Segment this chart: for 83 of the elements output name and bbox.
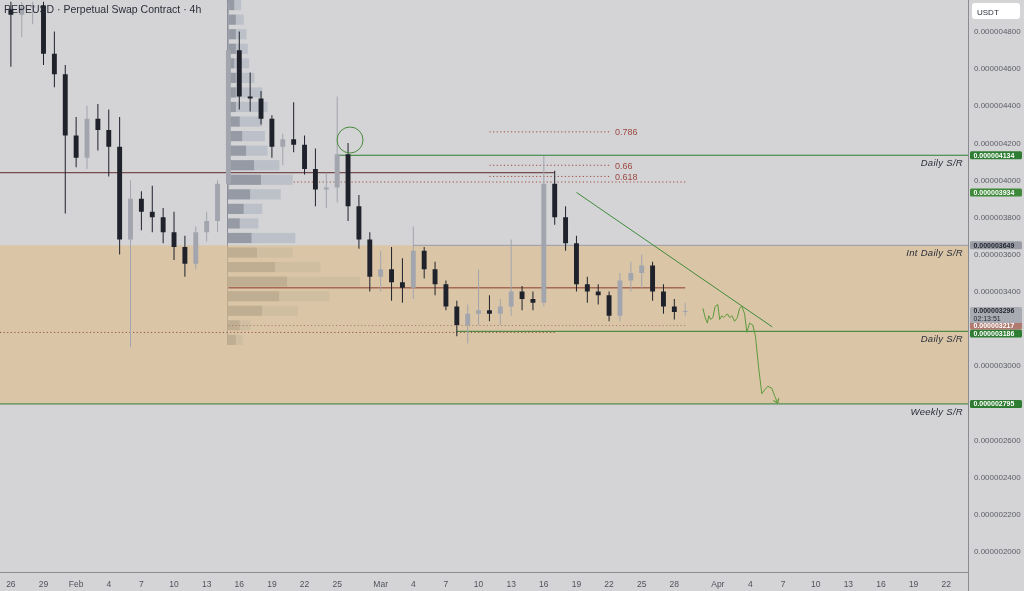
candlestick (389, 247, 394, 301)
series-label: 0.618 (615, 171, 638, 182)
x-tick-label: 16 (876, 579, 886, 589)
x-tick-label: 10 (473, 579, 484, 589)
candlestick (530, 291, 536, 311)
x-tick-label: 13 (201, 579, 212, 589)
bar (235, 14, 244, 25)
series-label: 0.786 (615, 127, 638, 138)
x-tick-label: 25 (636, 579, 647, 589)
candlestick (247, 72, 253, 112)
y-tick-label: 0.000003000 (974, 361, 1022, 371)
series-label: Weekly S/R (910, 405, 963, 417)
x-tick-label: Mar (373, 579, 389, 589)
x-tick-label: 13 (506, 579, 517, 589)
y-tick-label: 0.000004800 (974, 27, 1022, 37)
x-tick-label: 26 (6, 579, 16, 589)
bar (254, 160, 280, 171)
bar (257, 247, 293, 258)
candlestick (497, 299, 503, 325)
bar (251, 232, 296, 244)
bar (242, 131, 265, 142)
candlestick (291, 102, 297, 153)
bar (262, 305, 298, 316)
bar (279, 291, 330, 302)
x-tick-label: Feb (68, 579, 84, 589)
x-tick-label: 10 (811, 579, 821, 589)
y-tick-label: 0.000004000 (974, 175, 1022, 185)
x-tick-label: 4 (410, 579, 416, 589)
x-tick-label: 25 (332, 579, 343, 589)
x-tick-label: 16 (539, 579, 549, 589)
x-tick-label: 16 (234, 579, 245, 589)
bar (234, 0, 242, 11)
bar (243, 203, 263, 214)
y-axis-title: USDT (977, 7, 999, 16)
y-tick-label: 0.000004200 (974, 138, 1022, 148)
x-tick-label: 19 (571, 579, 582, 589)
y-tick-label: 0.000003400 (974, 287, 1022, 297)
y-tick-label: 0.000004600 (974, 64, 1022, 74)
candlestick (671, 299, 677, 320)
candlestick (128, 180, 133, 348)
bar (250, 189, 281, 200)
candlestick (682, 302, 688, 316)
x-tick-label: Apr (711, 579, 725, 589)
x-tick-label: 10 (169, 579, 180, 589)
y-tick-label: 0.000003800 (974, 212, 1022, 222)
series-label: 0.66 (615, 160, 633, 171)
series-label: Daily S/R (920, 333, 963, 345)
x-tick-label: 4 (106, 579, 112, 589)
x-tick-label: 7 (139, 579, 145, 589)
candlestick (476, 269, 482, 325)
y-tick-label: 0.000002400 (974, 472, 1022, 482)
bar (239, 218, 259, 229)
bar (275, 262, 321, 273)
x-tick-label: 19 (908, 579, 919, 589)
candlestick (378, 250, 384, 292)
y-tick-label: 0.000002000 (974, 547, 1022, 557)
series-label: Daily S/R (920, 157, 963, 169)
bar (246, 145, 268, 156)
x-tick-label: 28 (669, 579, 680, 589)
bar (239, 320, 251, 331)
x-tick-label: 7 (780, 579, 786, 589)
y-tick-label: 0.000003600 (974, 249, 1022, 259)
x-tick-label: 29 (38, 579, 49, 589)
candlestick (399, 258, 405, 303)
series-label: Int Daily S/R (906, 247, 963, 259)
x-tick-label: 13 (843, 579, 854, 589)
candlestick (106, 109, 112, 177)
x-tick-label: 4 (748, 579, 754, 589)
bar (239, 116, 263, 127)
x-tick-label: 22 (604, 579, 615, 589)
candlestick (486, 295, 492, 322)
x-tick-label: 7 (443, 579, 449, 589)
candlestick (280, 133, 286, 166)
bar (287, 276, 360, 287)
x-tick-label: 22 (941, 579, 952, 589)
y-tick-label: 0.000002600 (974, 435, 1022, 445)
candlestick (584, 276, 590, 303)
x-tick-label: 22 (299, 579, 310, 589)
y-tick-label: 0.000004400 (974, 101, 1022, 111)
bar (235, 334, 243, 345)
bar (261, 174, 293, 185)
y-tick-label: 0.000002200 (974, 509, 1022, 519)
x-tick-label: 19 (267, 579, 277, 589)
